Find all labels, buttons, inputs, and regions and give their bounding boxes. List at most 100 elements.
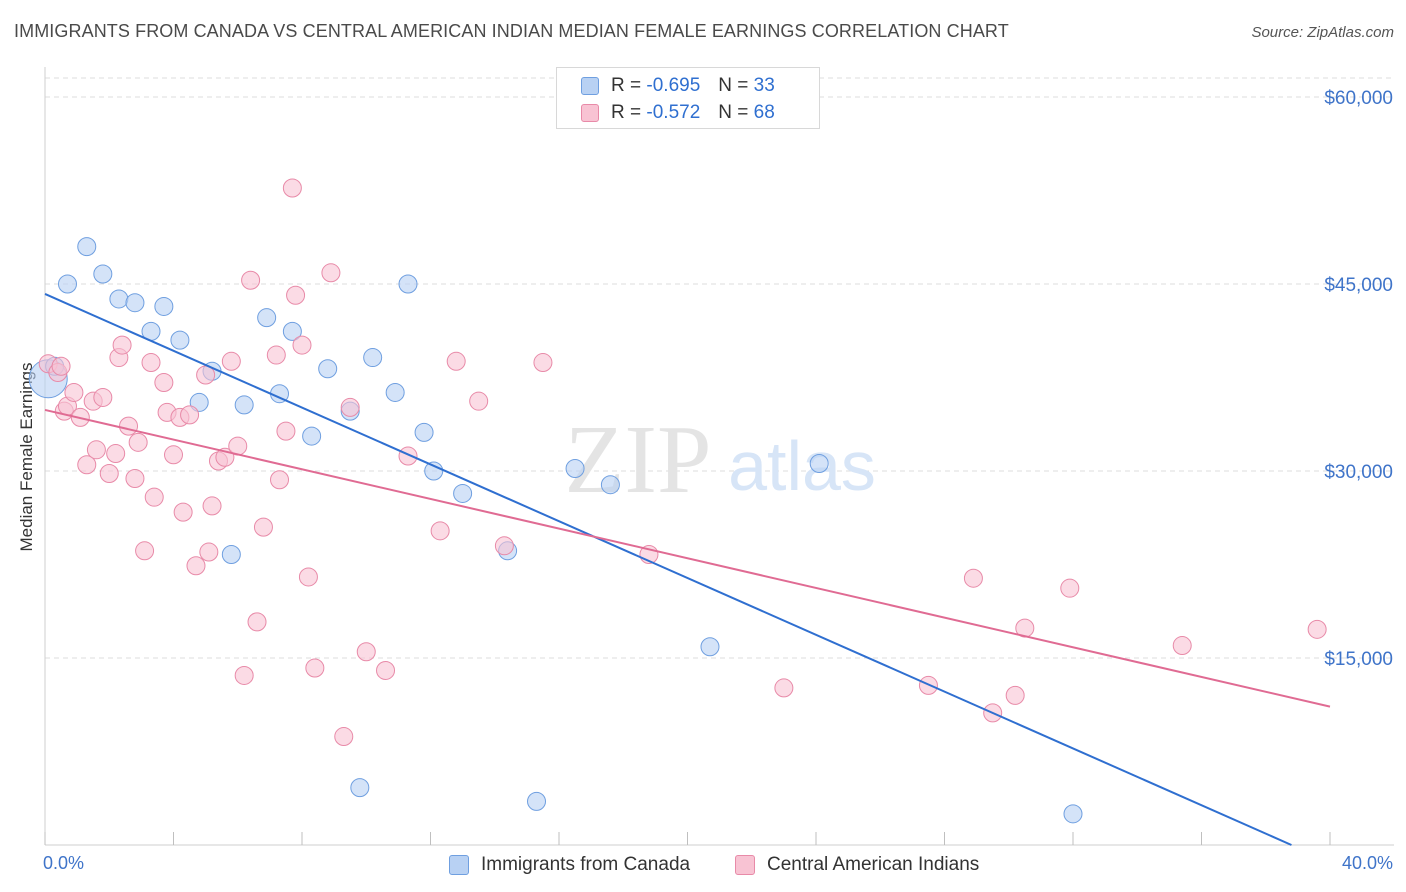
data-point-central-american-indian: [494, 536, 514, 556]
data-point-canada: [125, 293, 145, 313]
data-point-central-american-indian: [202, 496, 222, 516]
legend-n-label: N =: [718, 75, 749, 96]
data-point-central-american-indian: [774, 678, 794, 698]
legend-r-value: -0.695: [646, 75, 701, 96]
data-point-central-american-indian: [356, 642, 376, 662]
data-point-central-american-indian: [128, 432, 148, 452]
chart-title: IMMIGRANTS FROM CANADA VS CENTRAL AMERIC…: [14, 21, 1009, 41]
legend-row-central-american-indians: R = -0.572 N = 68: [581, 101, 775, 125]
data-point-central-american-indian: [286, 285, 306, 305]
data-point-canada: [318, 359, 338, 379]
bottom-legend-central-american-indians: Central American Indians: [735, 853, 979, 877]
data-point-canada: [77, 237, 97, 257]
data-point-canada: [234, 395, 254, 415]
bottom-legend-canada: Immigrants from Canada: [449, 853, 690, 877]
data-point-central-american-indian: [51, 356, 71, 376]
data-point-central-american-indian: [376, 660, 396, 680]
data-point-central-american-indian: [180, 405, 200, 425]
data-point-central-american-indian: [398, 446, 418, 466]
x-tick-label-min: 0.0%: [43, 853, 84, 873]
series-central-american-indian-points: [38, 178, 1327, 747]
data-point-canada: [57, 274, 77, 294]
data-point-canada: [453, 483, 473, 503]
data-point-central-american-indian: [533, 353, 553, 373]
data-point-central-american-indian: [1060, 578, 1080, 598]
data-point-canada: [398, 274, 418, 294]
data-point-canada: [600, 475, 620, 495]
data-point-canada: [154, 296, 174, 316]
data-point-central-american-indian: [106, 444, 126, 464]
x-tick-label-max: 40.0%: [1342, 853, 1393, 873]
data-point-central-american-indian: [247, 612, 267, 632]
bottom-legend-label: Central American Indians: [767, 854, 980, 875]
data-point-central-american-indian: [266, 345, 286, 365]
gridlines: [45, 77, 1394, 659]
y-tick-label: $15,000: [1324, 649, 1393, 670]
trend-line-central-american-indian: [44, 408, 1331, 708]
data-point-central-american-indian: [340, 397, 360, 417]
data-point-central-american-indian: [119, 416, 139, 436]
data-point-canada: [109, 289, 129, 309]
data-point-canada: [282, 321, 302, 341]
legend-n-value: 33: [753, 75, 775, 96]
data-point-canada: [1063, 804, 1083, 824]
data-point-central-american-indian: [186, 556, 206, 576]
correlation-legend: R = -0.695 N = 33 R = -0.572 N = 68: [556, 67, 820, 129]
y-tick-label: $60,000: [1324, 88, 1393, 109]
tick-labels: $15,000 $30,000 $45,000 $60,000 0.0% 40.0%: [43, 88, 1393, 873]
data-point-canada: [527, 791, 547, 811]
data-point-central-american-indian: [93, 387, 113, 407]
data-point-canada: [170, 330, 190, 350]
data-point-canada: [565, 459, 585, 479]
data-point-central-american-indian: [292, 335, 312, 355]
data-point-central-american-indian: [334, 727, 354, 747]
source-credit: Source: ZipAtlas.com: [1251, 24, 1394, 41]
data-point-central-american-indian: [1005, 685, 1025, 705]
legend-swatch-pink: [581, 104, 599, 122]
trend-lines: [44, 293, 1331, 846]
data-point-central-american-indian: [321, 263, 341, 283]
data-point-central-american-indian: [199, 542, 219, 562]
data-point-central-american-indian: [135, 541, 155, 561]
data-point-central-american-indian: [99, 463, 119, 483]
data-point-central-american-indian: [125, 468, 145, 488]
trend-line-canada: [44, 293, 1292, 846]
legend-r-label: R =: [611, 102, 642, 123]
data-point-central-american-indian: [234, 665, 254, 685]
data-point-canada: [363, 348, 383, 368]
bottom-legend-label: Immigrants from Canada: [481, 854, 691, 875]
data-point-central-american-indian: [154, 372, 174, 392]
data-point-central-american-indian: [144, 487, 164, 507]
watermark-zip: ZIP: [565, 406, 712, 514]
data-point-central-american-indian: [270, 470, 290, 490]
data-point-canada: [424, 461, 444, 481]
y-tick-label: $45,000: [1324, 275, 1393, 296]
legend-swatch-blue: [581, 77, 599, 95]
data-point-canada: [302, 426, 322, 446]
data-point-central-american-indian: [276, 421, 296, 441]
data-point-canada: [700, 637, 720, 657]
y-tick-label: $30,000: [1324, 462, 1393, 483]
data-point-central-american-indian: [298, 567, 318, 587]
data-point-central-american-indian: [141, 353, 161, 373]
data-point-central-american-indian: [86, 440, 106, 460]
watermark-atlas: atlas: [728, 427, 876, 505]
data-point-central-american-indian: [112, 335, 132, 355]
data-point-central-american-indian: [469, 391, 489, 411]
data-point-canada: [809, 454, 829, 474]
legend-n-label: N =: [718, 102, 749, 123]
data-point-central-american-indian: [430, 521, 450, 541]
legend-row-canada: R = -0.695 N = 33: [581, 74, 775, 98]
data-point-central-american-indian: [241, 270, 261, 290]
data-point-central-american-indian: [77, 455, 97, 475]
data-point-central-american-indian: [963, 568, 983, 588]
data-point-canada: [93, 264, 113, 284]
legend-r-value: -0.572: [646, 102, 701, 123]
bottom-legend-swatch-blue: [449, 855, 469, 875]
data-point-central-american-indian: [1307, 619, 1327, 639]
data-point-central-american-indian: [221, 351, 241, 371]
data-point-canada: [350, 778, 370, 798]
legend-n-value: 68: [753, 102, 775, 123]
data-point-central-american-indian: [253, 517, 273, 537]
